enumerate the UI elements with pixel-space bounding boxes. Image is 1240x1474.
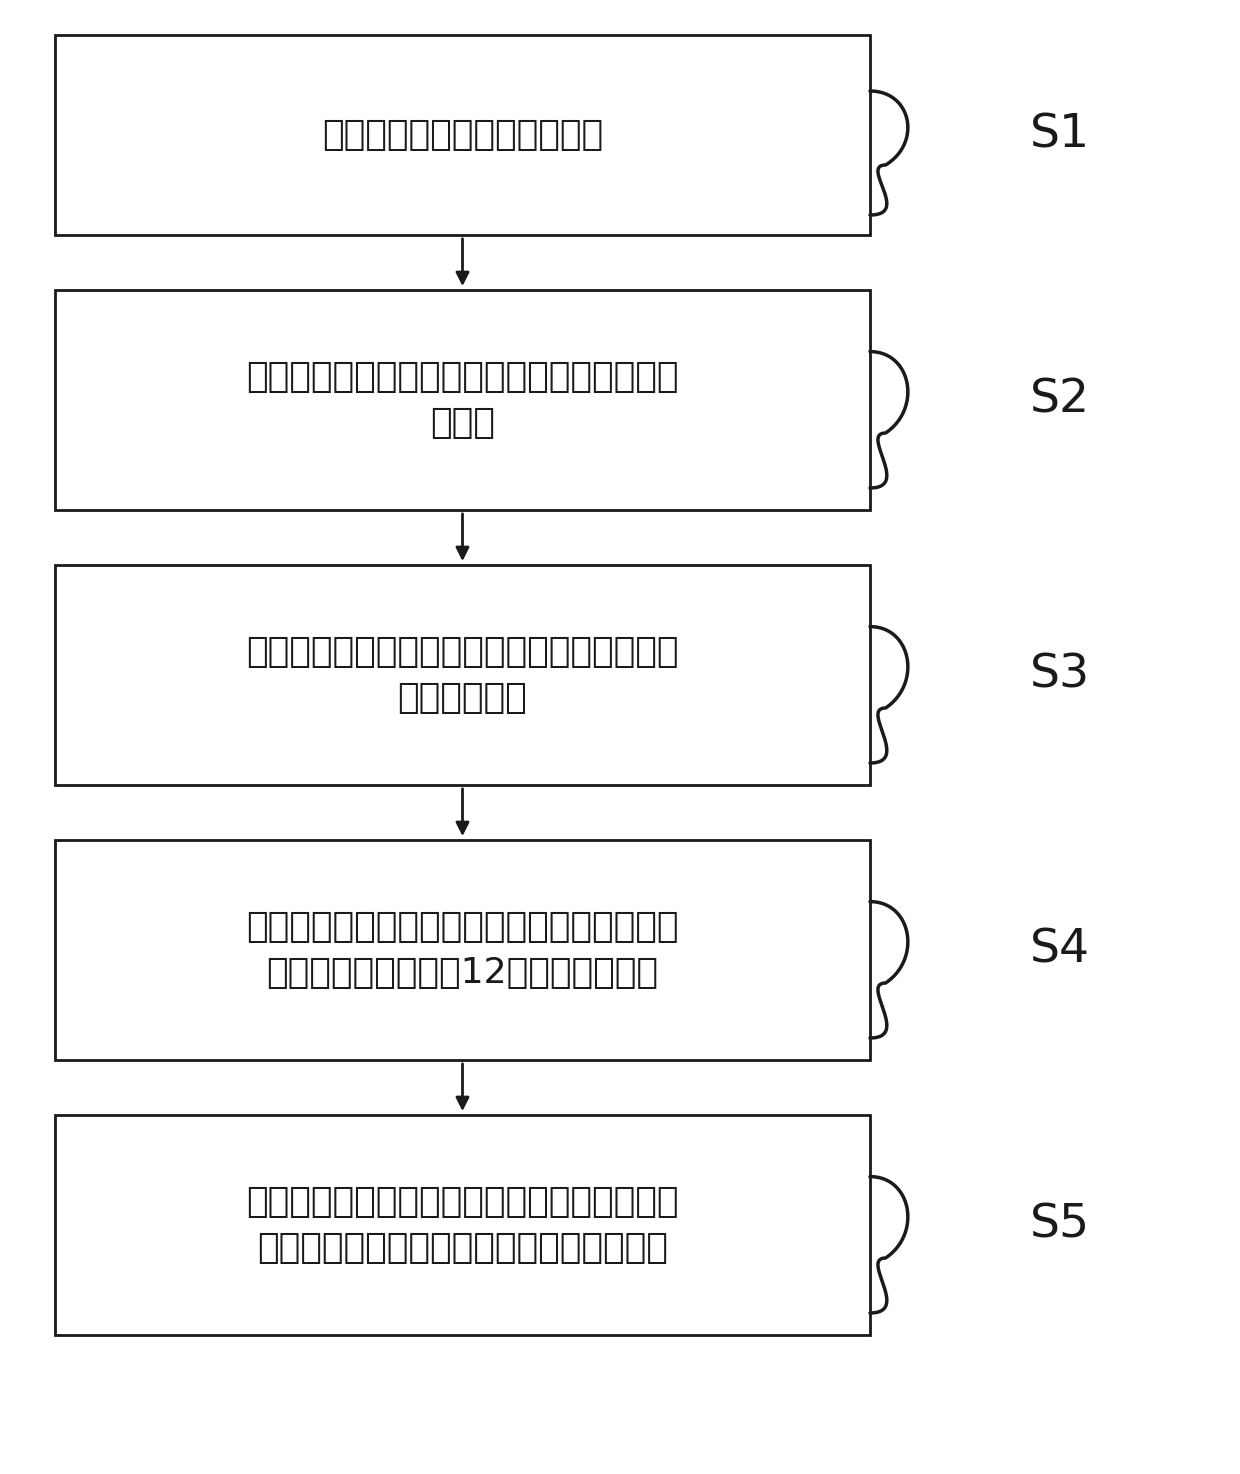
Text: 计算水质监测点所在的区域水质参数和整个水: 计算水质监测点所在的区域水质参数和整个水 (247, 635, 678, 669)
Text: 行监测: 行监测 (430, 407, 495, 441)
Text: 在水库选取若干个水质监测点: 在水库选取若干个水质监测点 (322, 118, 603, 152)
Bar (55, 840, 870, 1060)
Text: 法曲线拟合计算未来12小时的水质参数: 法曲线拟合计算未来12小时的水质参数 (267, 957, 658, 991)
Text: 值，当预测时间段内出现预警值则报警提示: 值，当预测时间段内出现预警值则报警提示 (257, 1231, 668, 1265)
Text: 根据水库水质等级要求设定每种水质参数预警: 根据水库水质等级要求设定每种水质参数预警 (247, 1185, 678, 1219)
Text: S5: S5 (1030, 1203, 1090, 1247)
Bar (55, 290, 870, 510)
Text: 在水质监测点对高、中、低三个水层的水质进: 在水质监测点对高、中、低三个水层的水质进 (247, 360, 678, 394)
Text: S4: S4 (1030, 927, 1090, 973)
Text: S2: S2 (1030, 377, 1090, 423)
Bar (55, 1114, 870, 1335)
Text: S3: S3 (1030, 653, 1090, 697)
Text: S1: S1 (1030, 112, 1090, 158)
Bar (55, 565, 870, 786)
Bar (55, 35, 870, 234)
Text: 根据水库的历史水质参数数据，利用最小二乘: 根据水库的历史水质参数数据，利用最小二乘 (247, 909, 678, 943)
Text: 库的水质参数: 库的水质参数 (398, 681, 527, 715)
